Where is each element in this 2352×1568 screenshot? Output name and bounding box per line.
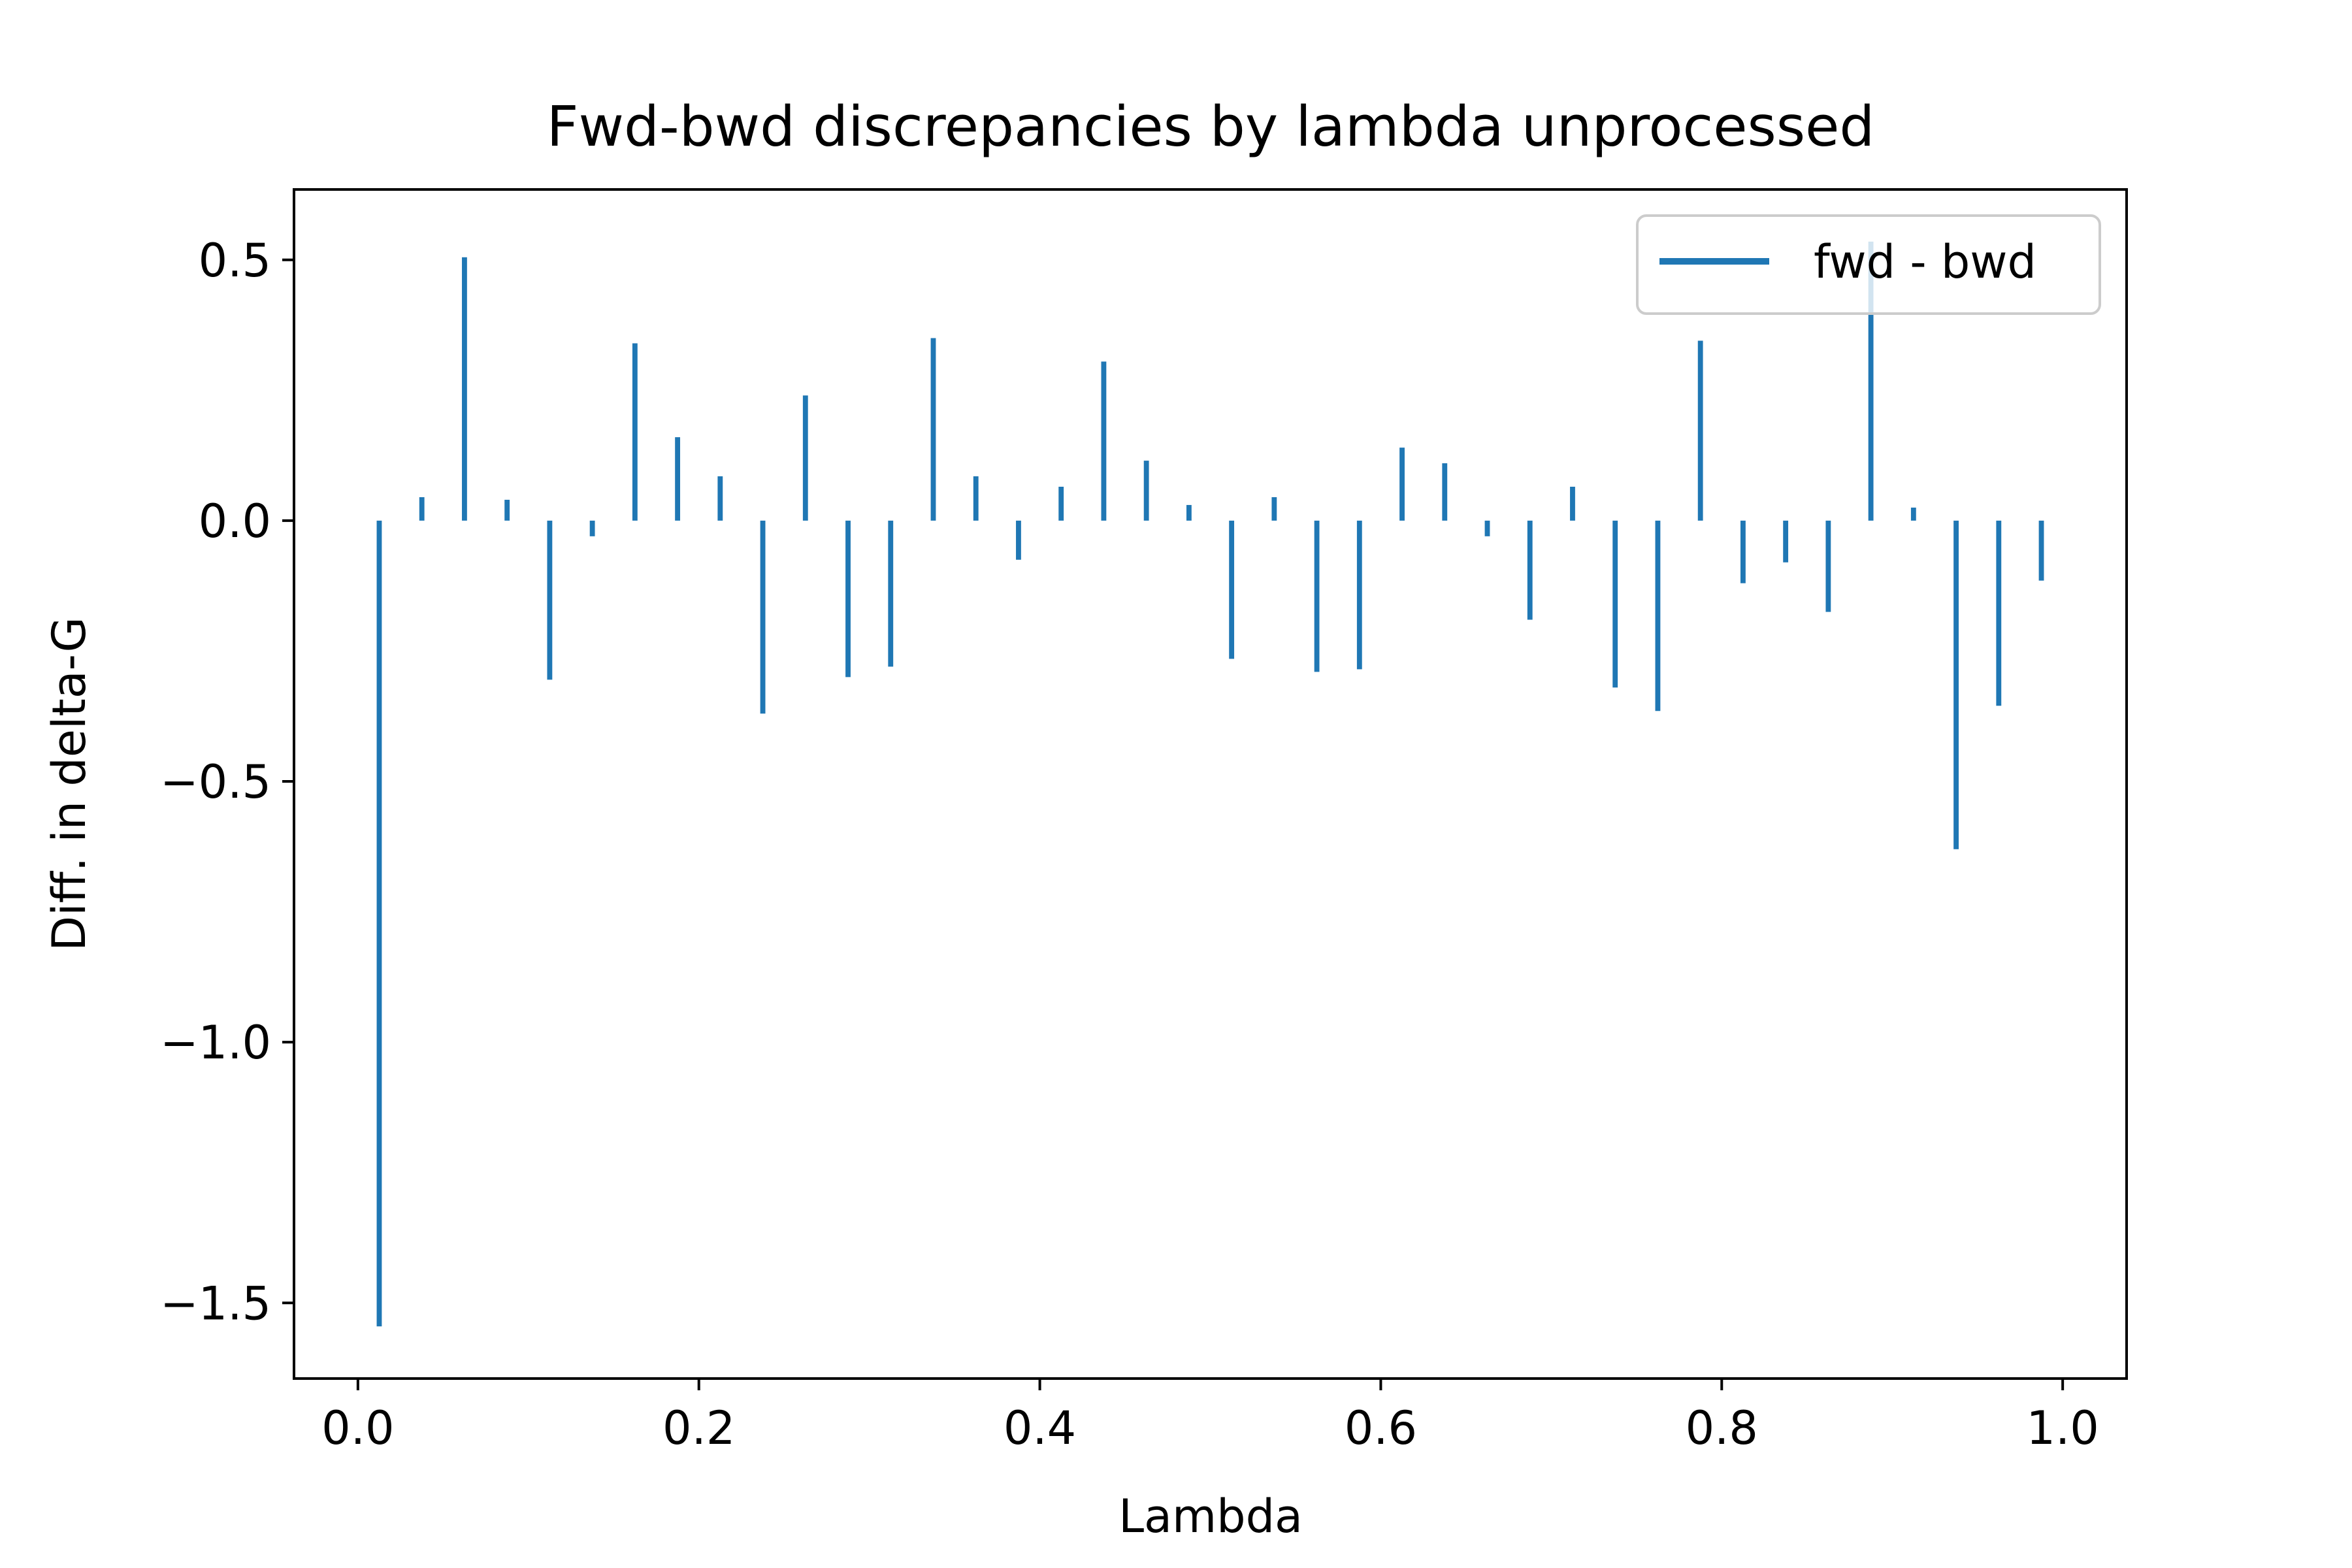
bar — [1570, 487, 1575, 521]
bar — [547, 520, 553, 680]
bar — [1612, 520, 1618, 688]
bar-series — [376, 241, 2044, 1327]
bar — [1058, 487, 1064, 521]
x-tick-label: 0.2 — [662, 1401, 735, 1455]
bar — [1910, 507, 1916, 521]
y-tick-label: −1.0 — [160, 1016, 271, 1070]
bar — [1484, 520, 1490, 536]
chart-title: Fwd-bwd discrepancies by lambda unproces… — [547, 95, 1875, 159]
bar — [1697, 340, 1703, 521]
x-tick-label: 0.6 — [1345, 1401, 1417, 1455]
x-tick-label: 0.8 — [1686, 1401, 1758, 1455]
bar — [1442, 463, 1448, 521]
bar — [376, 520, 382, 1327]
bar — [589, 520, 595, 536]
bar — [1271, 497, 1277, 521]
y-tick-label: −1.5 — [160, 1277, 271, 1330]
bar — [1527, 520, 1533, 620]
bar — [1399, 448, 1405, 521]
legend-label-fwd-bwd: fwd - bwd — [1814, 235, 2036, 289]
x-axis-label: Lambda — [1119, 1490, 1303, 1543]
bar — [462, 257, 467, 521]
bar — [973, 476, 979, 521]
bar — [760, 520, 766, 714]
y-axis-label: Diff. in delta-G — [42, 617, 96, 951]
y-tick-label: 0.0 — [199, 495, 271, 548]
y-tick-label: −0.5 — [160, 755, 271, 809]
x-axis-ticks: 0.0 0.2 0.4 0.6 0.8 1.0 — [321, 1379, 2099, 1455]
bar — [845, 520, 851, 678]
x-tick-label: 1.0 — [2026, 1401, 2099, 1455]
y-tick-label: 0.5 — [199, 234, 271, 287]
bar — [1186, 504, 1192, 521]
bar — [1996, 520, 2002, 706]
bar — [1655, 520, 1661, 711]
legend-box — [1636, 214, 2101, 315]
y-axis-ticks: 0.5 0.0 −0.5 −1.0 −1.5 — [160, 234, 294, 1330]
bar — [1356, 520, 1362, 670]
bar — [1953, 520, 1959, 849]
axes-frame — [293, 188, 2128, 1380]
bar — [632, 343, 638, 521]
bar — [1016, 520, 1021, 560]
legend: fwd - bwd — [1636, 214, 2101, 315]
bar — [419, 497, 425, 521]
bar — [1229, 520, 1235, 659]
bar — [675, 437, 681, 521]
bar — [1783, 520, 1789, 563]
bar — [2038, 520, 2044, 581]
bar — [1740, 520, 1746, 583]
bar — [930, 338, 936, 521]
x-tick-label: 0.4 — [1004, 1401, 1076, 1455]
bar — [1868, 241, 1874, 521]
bar — [802, 395, 808, 521]
x-tick-label: 0.0 — [321, 1401, 394, 1455]
bar — [504, 499, 510, 521]
bar — [1101, 361, 1107, 521]
bar — [1825, 520, 1831, 612]
bar — [888, 520, 894, 667]
bar — [717, 476, 723, 521]
bar — [1314, 520, 1320, 672]
bar — [1143, 461, 1149, 521]
